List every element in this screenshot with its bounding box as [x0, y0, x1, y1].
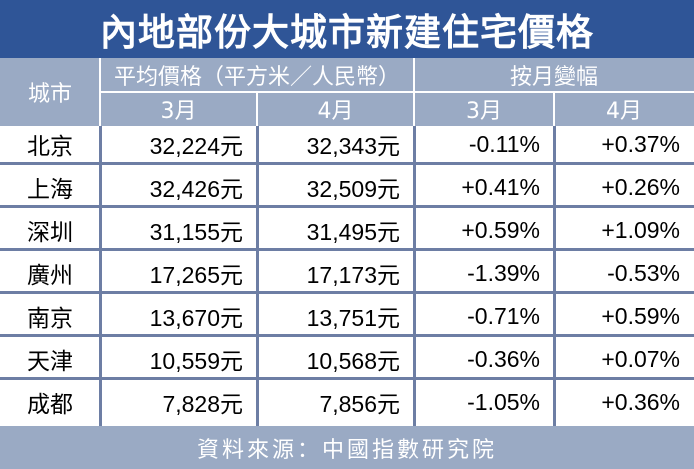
price-april-cell: 17,173元 — [306, 262, 400, 288]
change-march-cell: +0.59% — [461, 216, 540, 243]
price-april-cell: 13,751元 — [306, 305, 400, 331]
city-cell: 廣州 — [27, 263, 73, 289]
change-april-cell: +0.36% — [601, 388, 680, 415]
header-avg-price: 平均價格（平方米／人民幣） — [113, 65, 400, 90]
table-title: 內地部份大城市新建住宅價格 — [100, 11, 594, 54]
price-march-cell: 7,828元 — [162, 391, 243, 417]
city-cell: 南京 — [27, 306, 73, 332]
price-april-cell: 32,343元 — [306, 133, 400, 159]
table-row: 上海 32,426元 32,509元 +0.41% +0.26% — [0, 169, 694, 208]
city-cell: 深圳 — [27, 220, 73, 246]
city-cell: 上海 — [27, 177, 73, 203]
price-april-cell: 7,856元 — [319, 391, 400, 417]
price-march-cell: 17,265元 — [149, 262, 243, 288]
table-header: 城市 平均價格（平方米／人民幣） 按月變幅 3月 4月 3月 4月 — [0, 58, 694, 126]
change-march-cell: -0.11% — [468, 130, 540, 157]
header-change-month-2: 4月 — [606, 99, 642, 124]
table-row: 南京 13,670元 13,751元 -0.71% +0.59% — [0, 298, 694, 337]
change-april-cell: -0.53% — [607, 259, 680, 286]
price-april-cell: 10,568元 — [306, 348, 400, 374]
price-march-cell: 13,670元 — [149, 305, 243, 331]
price-march-cell: 10,559元 — [149, 348, 243, 374]
change-april-cell: +1.09% — [601, 216, 680, 243]
city-cell: 成都 — [27, 392, 73, 418]
change-april-cell: +0.26% — [601, 173, 680, 200]
city-cell: 天津 — [27, 349, 73, 375]
table-body: 北京 32,224元 32,343元 -0.11% +0.37% 上海 32,4… — [0, 126, 694, 426]
table-row: 廣州 17,265元 17,173元 -1.39% -0.53% — [0, 255, 694, 294]
price-april-cell: 32,509元 — [306, 176, 400, 202]
source-text: 資料來源：中國指數研究院 — [196, 437, 497, 463]
price-march-cell: 31,155元 — [149, 219, 243, 245]
change-april-cell: +0.37% — [601, 130, 680, 157]
table-row: 深圳 31,155元 31,495元 +0.59% +1.09% — [0, 212, 694, 251]
header-city: 城市 — [27, 82, 72, 107]
column-divider — [413, 126, 416, 426]
column-divider — [553, 126, 556, 426]
change-march-cell: +0.41% — [461, 173, 540, 200]
title-bar: 內地部份大城市新建住宅價格 — [0, 0, 694, 58]
change-april-cell: +0.07% — [601, 345, 680, 372]
header-divider — [553, 92, 555, 126]
price-april-cell: 31,495元 — [306, 219, 400, 245]
header-mom-change: 按月變幅 — [509, 65, 598, 90]
header-price-month-1: 3月 — [160, 99, 197, 124]
change-march-cell: -1.39% — [467, 259, 540, 286]
change-march-cell: -0.36% — [467, 345, 540, 372]
header-divider — [256, 92, 258, 126]
change-april-cell: +0.59% — [601, 302, 680, 329]
change-march-cell: -0.71% — [467, 302, 540, 329]
price-march-cell: 32,224元 — [149, 133, 243, 159]
column-divider — [99, 126, 102, 426]
header-change-month-1: 3月 — [466, 99, 502, 124]
change-march-cell: -1.05% — [467, 388, 540, 415]
city-cell: 北京 — [27, 134, 73, 160]
source-footer: 資料來源：中國指數研究院 — [0, 426, 694, 469]
header-price-month-2: 4月 — [317, 99, 354, 124]
table-row: 北京 32,224元 32,343元 -0.11% +0.37% — [0, 126, 694, 165]
column-divider — [256, 126, 259, 426]
table-row: 天津 10,559元 10,568元 -0.36% +0.07% — [0, 341, 694, 380]
price-march-cell: 32,426元 — [149, 176, 243, 202]
header-divider — [100, 91, 694, 93]
table-row: 成都 7,828元 7,856元 -1.05% +0.36% — [0, 384, 694, 423]
